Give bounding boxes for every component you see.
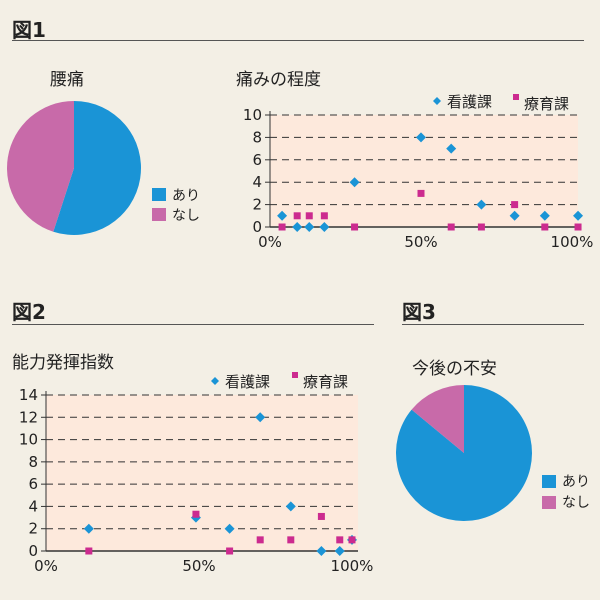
y-tick-label: 6 — [28, 475, 38, 493]
x-tick-label: 0% — [258, 233, 282, 251]
data-point-nursing — [476, 199, 487, 210]
figure-3-rule — [402, 324, 584, 325]
data-point-care — [574, 223, 582, 231]
legend-marker-care — [513, 94, 519, 100]
data-point-nursing — [573, 210, 584, 221]
data-point-nursing — [83, 523, 94, 534]
legend-marker-care — [292, 372, 298, 378]
data-point-care — [541, 223, 549, 231]
data-point-nursing — [416, 132, 426, 143]
legend-swatch-ari — [152, 188, 166, 201]
data-point-care — [226, 547, 234, 555]
data-point-care — [192, 510, 200, 518]
y-tick-label: 10 — [19, 431, 38, 449]
data-point-care — [336, 536, 344, 544]
y-tick-label: 2 — [252, 196, 262, 214]
data-point-care — [287, 536, 295, 544]
pie-slice-nashi — [411, 385, 464, 453]
data-point-nursing — [446, 143, 457, 154]
data-point-nursing — [509, 210, 520, 221]
data-point-care — [511, 201, 519, 209]
pain-level-chart-title: 痛みの程度 — [236, 70, 321, 90]
y-tick-label: 4 — [252, 173, 262, 191]
figure-2-rule — [12, 324, 374, 325]
data-point-nursing — [285, 501, 296, 512]
legend-marker-nursing — [211, 377, 219, 385]
data-point-care — [348, 536, 356, 544]
backpain-chart-title: 腰痛 — [50, 70, 84, 90]
figure-3-heading: 図3 — [402, 300, 436, 324]
data-point-nursing — [304, 222, 315, 232]
plot-area — [46, 395, 358, 551]
y-tick-label: 2 — [28, 520, 38, 538]
data-point-care — [278, 223, 286, 231]
legend-label-ari: あり — [172, 188, 200, 204]
data-point-care — [447, 223, 455, 231]
data-point-nursing — [190, 512, 201, 523]
legend-label-nursing: 看護課 — [447, 93, 492, 111]
y-tick-label: 4 — [28, 497, 38, 515]
data-point-care — [320, 212, 328, 220]
data-point-nursing — [334, 546, 345, 556]
legend-label-care: 療育課 — [524, 95, 569, 113]
plot-area — [270, 115, 578, 227]
x-tick-label: 100% — [331, 557, 374, 575]
legend-swatch-ari — [542, 475, 556, 488]
data-point-nursing — [292, 222, 303, 232]
x-tick-label: 50% — [404, 233, 437, 251]
data-point-nursing — [349, 177, 360, 188]
y-tick-label: 0 — [28, 542, 38, 560]
figure-1-heading: 図1 — [12, 18, 46, 42]
pie-slice-nashi — [7, 101, 75, 232]
data-point-nursing — [255, 412, 266, 423]
x-tick-label: 100% — [551, 233, 594, 251]
data-point-care — [85, 547, 93, 555]
data-point-nursing — [316, 546, 327, 556]
data-point-nursing — [319, 222, 330, 232]
y-tick-label: 10 — [243, 106, 262, 124]
y-tick-label: 14 — [19, 386, 38, 404]
data-point-care — [317, 512, 325, 520]
figure-1-rule — [12, 40, 584, 41]
y-tick-label: 8 — [252, 128, 262, 146]
data-point-care — [417, 189, 425, 197]
legend-swatch-nashi — [152, 208, 166, 221]
data-point-nursing — [539, 210, 550, 221]
data-point-care — [477, 223, 485, 231]
future-anxiety-chart-title: 今後の不安 — [412, 359, 497, 379]
legend-swatch-nashi — [542, 496, 556, 509]
x-tick-label: 0% — [34, 557, 58, 575]
backpain-pie-chart — [7, 101, 142, 235]
y-tick-label: 6 — [252, 151, 262, 169]
figure-2-heading: 図2 — [12, 300, 46, 324]
pie-slice-ari — [53, 101, 142, 235]
data-point-nursing — [347, 534, 357, 545]
y-tick-label: 0 — [252, 218, 262, 236]
ability-index-chart-title: 能力発揮指数 — [12, 353, 114, 373]
future-anxiety-pie-chart — [396, 385, 532, 521]
data-point-care — [293, 212, 301, 220]
data-point-nursing — [277, 210, 288, 221]
legend-label-nashi: なし — [172, 208, 200, 224]
y-tick-label: 12 — [19, 408, 38, 426]
legend-marker-nursing — [433, 97, 441, 105]
legend-label-nursing: 看護課 — [225, 373, 270, 391]
data-point-care — [305, 212, 313, 220]
legend-label-ari: あり — [562, 474, 590, 490]
legend-label-nashi: なし — [562, 495, 590, 511]
y-tick-label: 8 — [28, 453, 38, 471]
data-point-care — [351, 223, 359, 231]
data-point-nursing — [224, 523, 235, 534]
x-tick-label: 50% — [182, 557, 215, 575]
legend-label-care: 療育課 — [303, 373, 348, 391]
data-point-care — [256, 536, 264, 544]
